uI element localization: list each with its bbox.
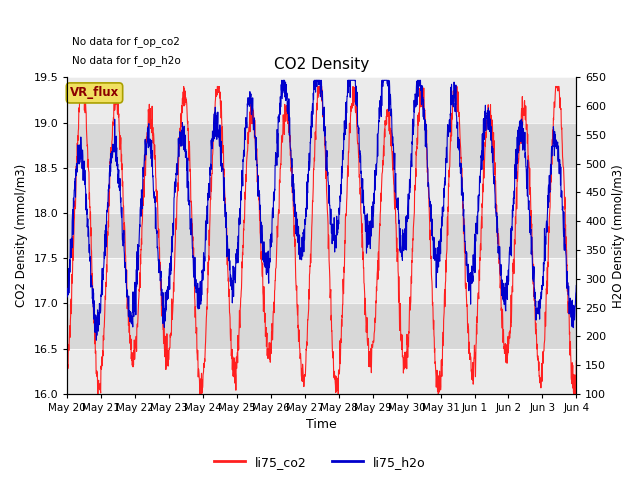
Bar — [67, 123, 576, 168]
Bar — [67, 258, 576, 303]
Text: No data for f_op_co2: No data for f_op_co2 — [72, 36, 180, 47]
Legend: li75_co2, li75_h2o: li75_co2, li75_h2o — [209, 451, 431, 474]
Bar — [67, 213, 576, 258]
X-axis label: Time: Time — [307, 419, 337, 432]
Title: CO2 Density: CO2 Density — [274, 57, 369, 72]
Y-axis label: H2O Density (mmol/m3): H2O Density (mmol/m3) — [612, 164, 625, 308]
Text: VR_flux: VR_flux — [70, 86, 119, 99]
Text: No data for f_op_h2o: No data for f_op_h2o — [72, 55, 181, 66]
Bar — [67, 168, 576, 213]
Y-axis label: CO2 Density (mmol/m3): CO2 Density (mmol/m3) — [15, 164, 28, 307]
Bar — [67, 77, 576, 123]
Bar — [67, 348, 576, 394]
Bar — [67, 303, 576, 348]
